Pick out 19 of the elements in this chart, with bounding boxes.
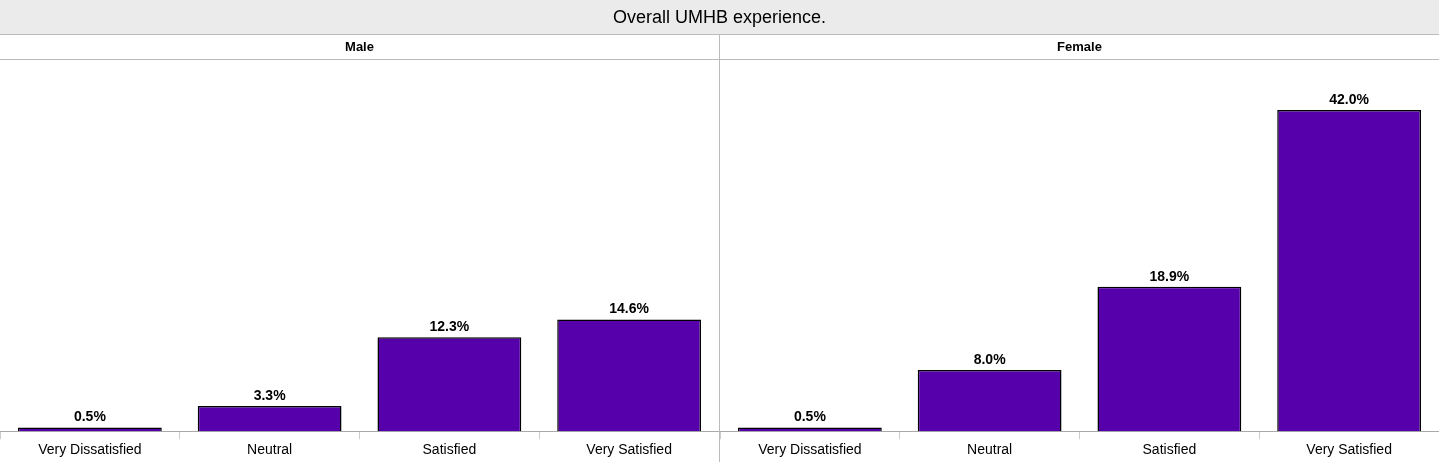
data-label: 42.0% bbox=[1329, 90, 1370, 107]
data-label: 14.6% bbox=[609, 300, 650, 317]
x-tick-label: Neutral bbox=[247, 441, 293, 458]
data-label: 0.5% bbox=[793, 408, 827, 425]
chart-title: Male bbox=[0, 35, 719, 60]
x-tick-label: Very Dissatisfied bbox=[758, 441, 862, 458]
x-tick-label: Satisfied bbox=[1142, 441, 1197, 458]
x-tick-label: Very Dissatisfied bbox=[38, 441, 142, 458]
data-label: 3.3% bbox=[253, 386, 287, 403]
text: Overall UMHB experience. bbox=[0, 0, 1439, 35]
x-tick-label: Very Satisfied bbox=[586, 441, 672, 458]
data-label: 8.0% bbox=[973, 350, 1007, 367]
x-tick-label: Very Satisfied bbox=[1306, 441, 1392, 458]
x-tick-label: Neutral bbox=[967, 441, 1013, 458]
data-label: 12.3% bbox=[429, 317, 470, 334]
x-tick-label: Satisfied bbox=[422, 441, 477, 458]
chart-title: Female bbox=[720, 35, 1439, 60]
data-label: 0.5% bbox=[73, 408, 107, 425]
data-label: 18.9% bbox=[1149, 267, 1190, 284]
